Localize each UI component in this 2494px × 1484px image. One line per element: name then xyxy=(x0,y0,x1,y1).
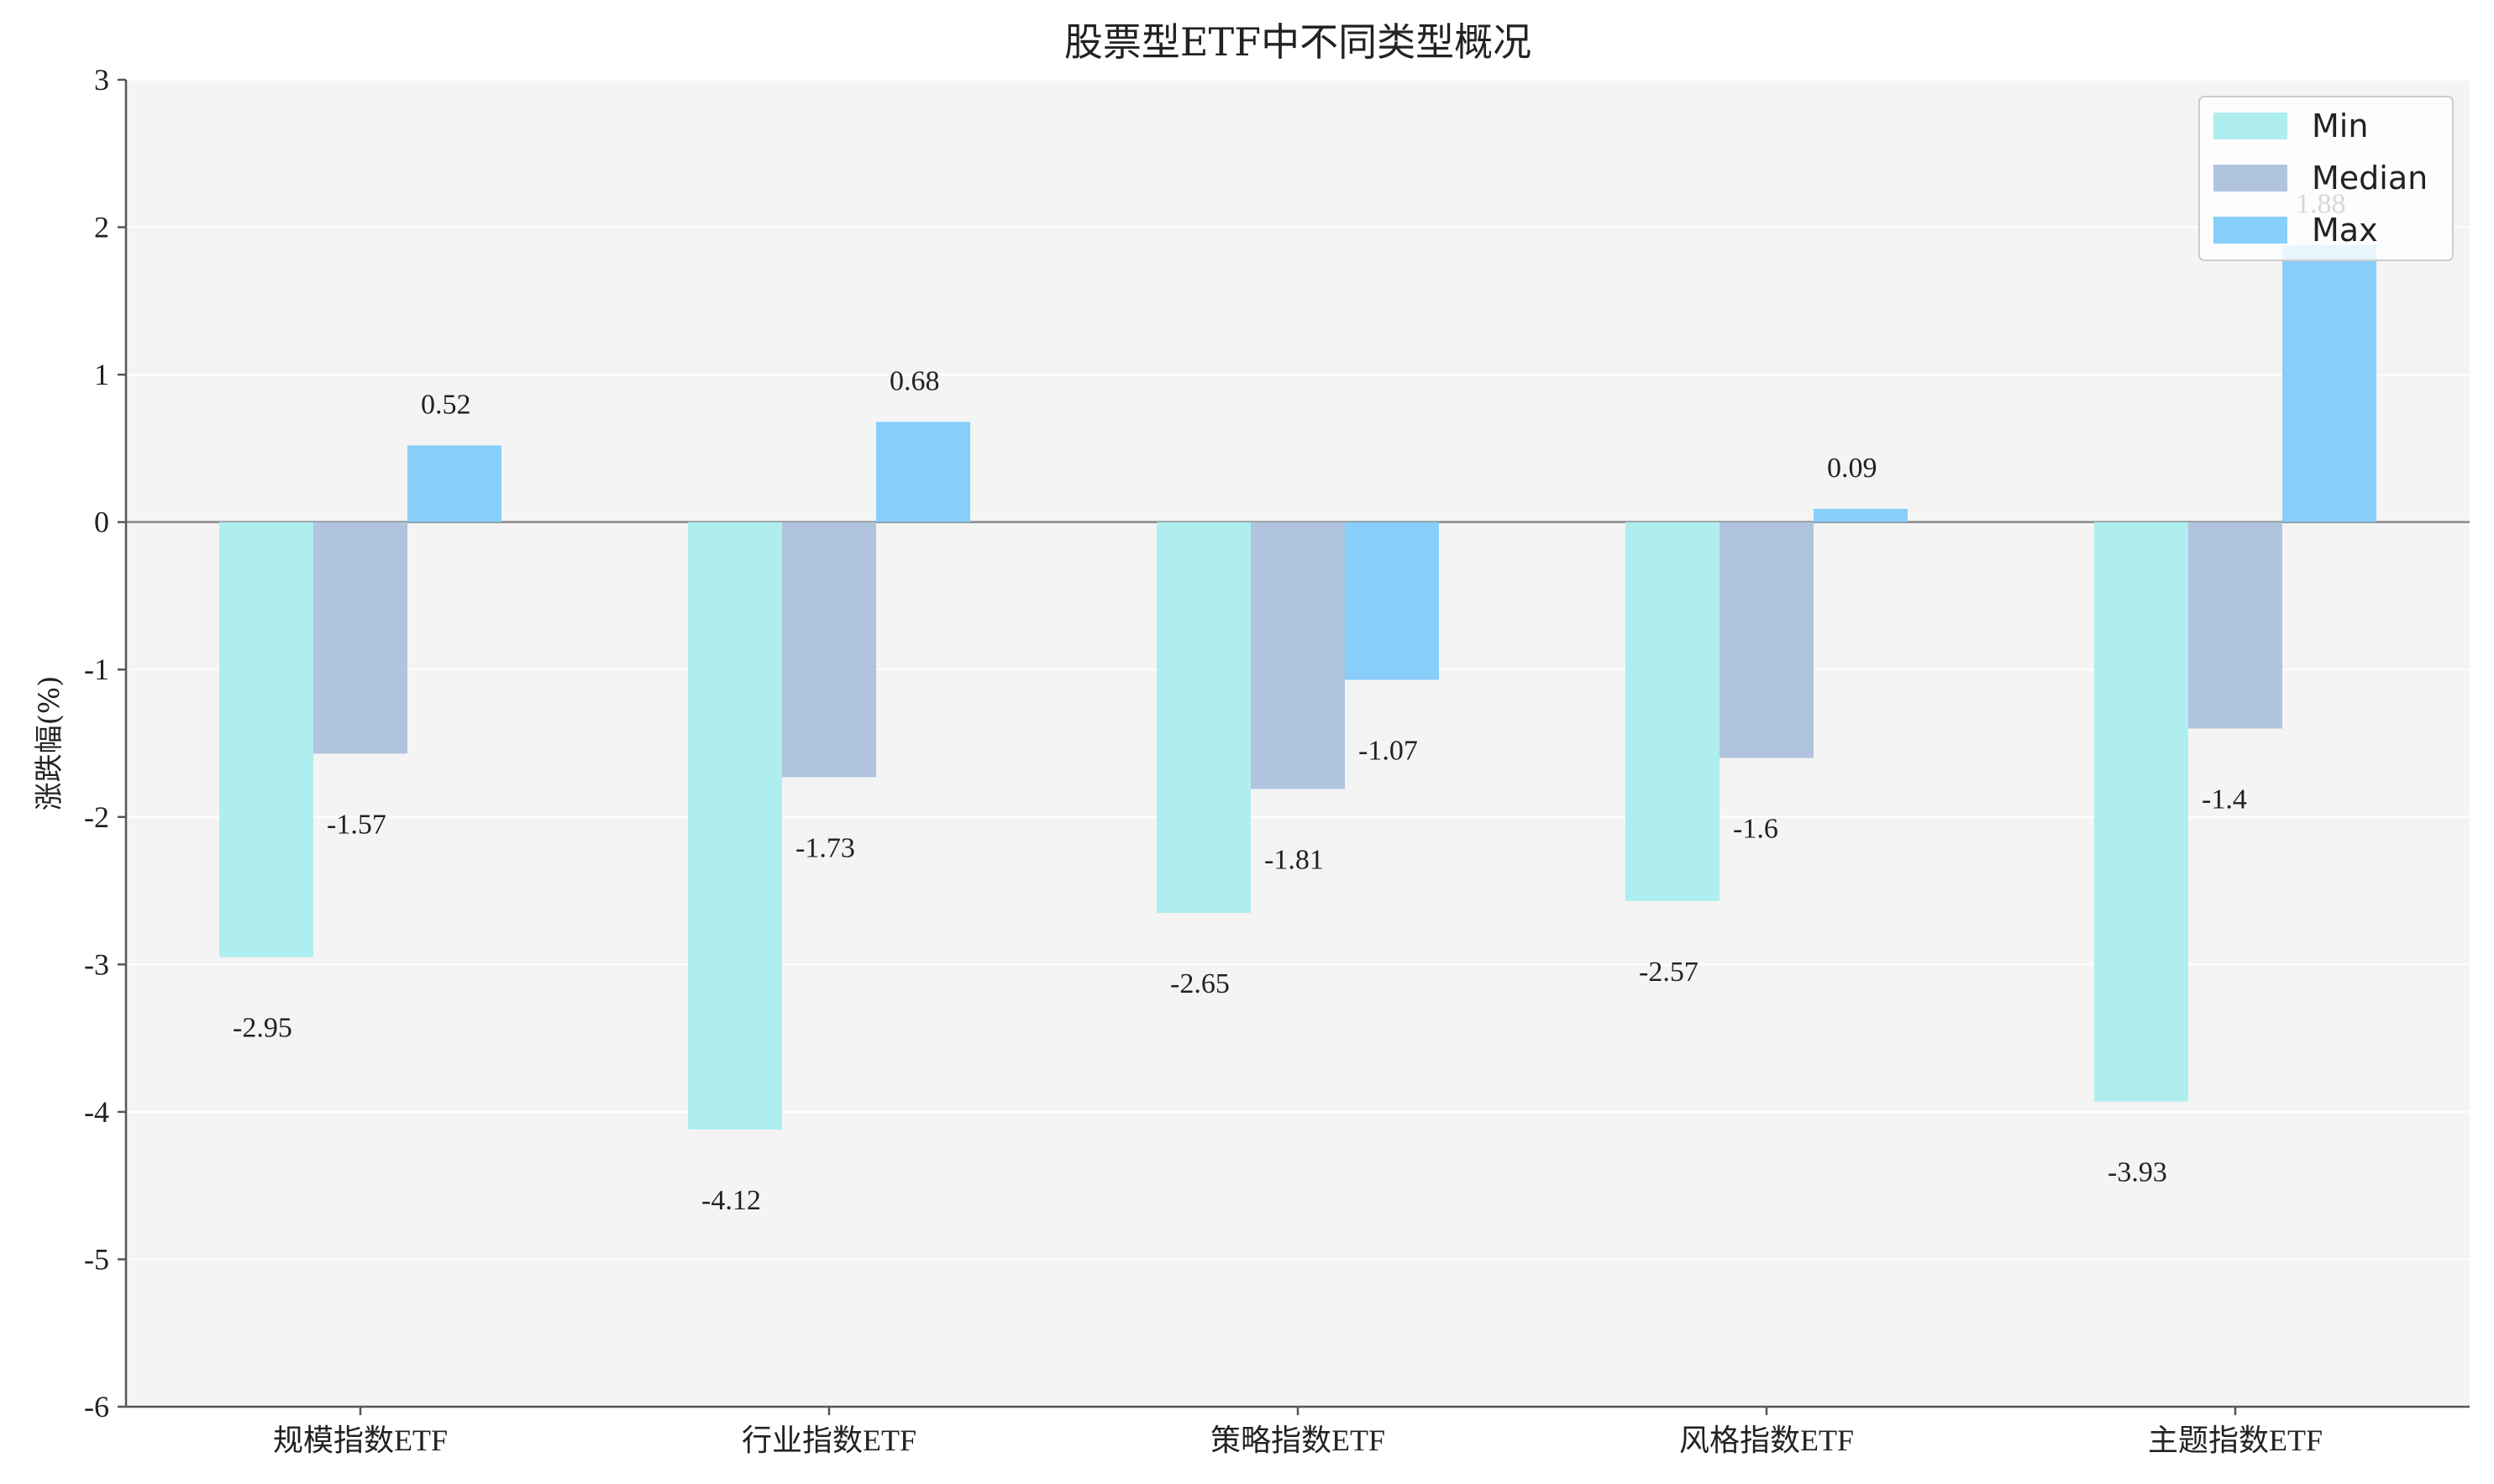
legend-swatch-min xyxy=(2213,113,2287,139)
bar-median xyxy=(2188,522,2282,729)
x-tick-label: 风格指数ETF xyxy=(1679,1424,1854,1457)
bar-max xyxy=(1345,522,1439,680)
y-tick-label: -1 xyxy=(84,653,109,686)
legend-swatch-median xyxy=(2213,165,2287,191)
bar-min xyxy=(2094,522,2188,1102)
data-label: -4.12 xyxy=(701,1185,761,1216)
data-label: -1.73 xyxy=(795,832,855,863)
bar-min xyxy=(219,522,313,957)
data-label: -2.95 xyxy=(233,1013,292,1044)
y-tick-label: 1 xyxy=(94,358,109,391)
data-label: 0.09 xyxy=(1827,453,1877,484)
data-label: -1.81 xyxy=(1264,844,1324,875)
bar-median xyxy=(1251,522,1345,789)
legend: Min Median Max xyxy=(2198,96,2454,261)
bar-median xyxy=(782,522,876,778)
y-tick-label: -5 xyxy=(84,1242,109,1276)
y-ticks: 3 2 1 0 -1 -2 -3 -4 -5 -6 xyxy=(84,63,126,1424)
bar-max xyxy=(407,445,501,522)
bar-median xyxy=(313,522,407,754)
x-ticks: 规模指数ETF 行业指数ETF 策略指数ETF 风格指数ETF 主题指数ETF xyxy=(273,1407,2323,1457)
x-tick-label: 主题指数ETF xyxy=(2148,1424,2323,1457)
data-label: -2.65 xyxy=(1170,968,1230,999)
bar-min xyxy=(1157,522,1251,913)
bar-min xyxy=(688,522,782,1130)
bar-min xyxy=(1625,522,1720,901)
data-label: -1.07 xyxy=(1358,736,1418,767)
bar-max xyxy=(2282,244,2376,522)
data-label: -3.93 xyxy=(2108,1157,2167,1188)
data-label: -1.6 xyxy=(1733,814,1778,845)
y-tick-label: -2 xyxy=(84,800,109,834)
legend-swatch-max xyxy=(2213,217,2287,244)
data-label: 0.68 xyxy=(890,365,940,396)
bars xyxy=(219,244,2376,1130)
bar-median xyxy=(1720,522,1814,758)
x-tick-label: 规模指数ETF xyxy=(273,1424,448,1457)
legend-label-min: Min xyxy=(2312,107,2368,144)
legend-label-max: Max xyxy=(2312,212,2378,249)
bar-max xyxy=(876,422,970,522)
y-tick-label: -4 xyxy=(84,1095,109,1129)
y-tick-label: 3 xyxy=(94,63,109,97)
data-label: -1.57 xyxy=(327,809,386,840)
x-tick-label: 行业指数ETF xyxy=(742,1424,916,1457)
data-labels: -2.95 -1.57 0.52 -4.12 -1.73 0.68 -2.65 -1.81 -1… xyxy=(233,189,2346,1216)
data-label: -1.4 xyxy=(2202,784,2247,815)
y-tick-label: -3 xyxy=(84,947,109,981)
y-tick-label: 2 xyxy=(94,211,109,244)
chart-title: 股票型ETF中不同类型概况 xyxy=(1064,19,1531,65)
y-tick-label: 0 xyxy=(94,506,109,539)
bar-max xyxy=(1814,508,1908,522)
data-label: -2.57 xyxy=(1639,957,1699,988)
y-axis-label: 涨跌幅(%) xyxy=(33,676,66,811)
y-tick-label: -6 xyxy=(84,1390,109,1424)
data-label: 0.52 xyxy=(421,389,471,420)
legend-label-median: Median xyxy=(2312,160,2428,197)
x-tick-label: 策略指数ETF xyxy=(1210,1424,1385,1457)
